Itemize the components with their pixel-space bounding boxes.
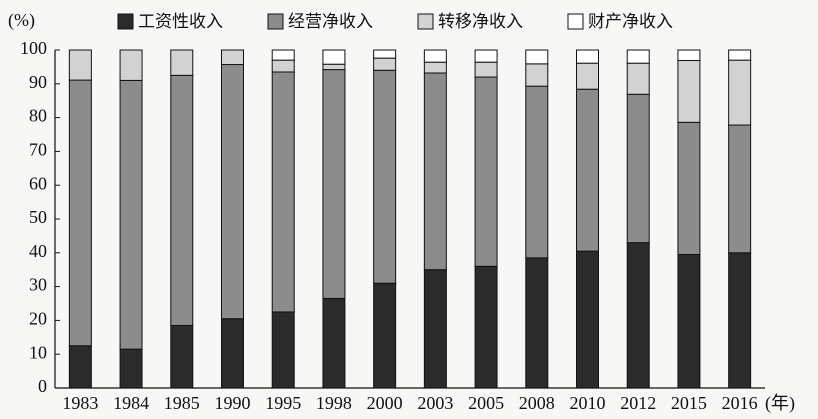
legend-text: 工资性收入: [138, 12, 223, 32]
x-tick-label: 2008: [519, 393, 555, 413]
x-tick-label: 2003: [417, 393, 453, 413]
x-tick-label: 1995: [265, 393, 301, 413]
y-tick-label: 0: [38, 376, 47, 396]
bar-segment: [373, 282, 397, 389]
y-tick-label: 70: [29, 140, 47, 160]
legend-text: 经营净收入: [288, 12, 373, 32]
bar-segment: [626, 49, 650, 64]
bar-segment: [119, 79, 143, 350]
bar-segment: [373, 49, 397, 59]
bar-segment: [626, 93, 650, 244]
x-tick-label: 1985: [164, 393, 200, 413]
x-tick-label: 2012: [620, 393, 656, 413]
bar-segment: [525, 63, 549, 87]
bar-segment: [271, 71, 295, 313]
bar-segment: [576, 49, 599, 64]
bar-segment: [423, 72, 447, 271]
bar-segment: [728, 59, 752, 126]
bar-segment: [423, 49, 447, 63]
bar-segment: [576, 62, 599, 90]
x-tick-label: 1984: [113, 393, 149, 413]
legend-swatch: [417, 13, 434, 30]
bar-segment: [677, 49, 701, 61]
x-tick-label: 2010: [570, 393, 606, 413]
bar-segment: [423, 269, 447, 389]
x-tick-label: 2000: [367, 393, 403, 413]
y-tick-label: 90: [29, 72, 47, 92]
x-tick-label: 1998: [316, 393, 352, 413]
legend-swatch: [267, 13, 284, 30]
y-tick-label: 50: [29, 207, 47, 227]
bar-segment: [322, 63, 346, 71]
x-tick-label: 2005: [468, 393, 504, 413]
legend-text: 转移净收入: [438, 12, 523, 32]
bar-segment: [626, 242, 650, 389]
bar-segment: [221, 64, 244, 320]
y-axis-label: (%): [8, 10, 35, 31]
bar-segment: [170, 74, 194, 326]
bar-segment: [576, 250, 599, 389]
y-tick-label: 30: [29, 275, 47, 295]
bar-segment: [322, 49, 346, 65]
bar-segment: [728, 124, 752, 254]
x-tick-label: 2015: [671, 393, 707, 413]
y-tick-label: 100: [20, 38, 47, 58]
bar-segment: [373, 69, 397, 284]
legend-swatch: [117, 13, 134, 30]
y-tick-label: 10: [29, 342, 47, 362]
bar-segment: [68, 345, 92, 389]
bar-segment: [221, 49, 244, 66]
bar-segment: [525, 257, 549, 389]
bar-segment: [68, 79, 92, 347]
legend-swatch: [567, 13, 584, 30]
bar-segment: [474, 61, 498, 78]
bar-segment: [728, 49, 752, 61]
bar-segment: [474, 49, 498, 63]
bar-segment: [170, 49, 194, 76]
bar-segment: [373, 57, 397, 71]
y-tick-label: 20: [29, 309, 47, 329]
x-tick-label: 1983: [62, 393, 98, 413]
bar-segment: [423, 61, 447, 74]
bar-segment: [626, 62, 650, 95]
bar-segment: [576, 88, 599, 252]
bar-segment: [271, 49, 295, 61]
bar-segment: [525, 85, 549, 259]
bar-segment: [322, 69, 346, 299]
x-tick-label: 1990: [215, 393, 251, 413]
bar-segment: [677, 121, 701, 255]
x-tick-label: 2016: [722, 393, 758, 413]
bar-segment: [271, 59, 295, 73]
bar-segment: [525, 49, 549, 65]
bar-segment: [677, 59, 701, 123]
bar-segment: [271, 311, 295, 389]
y-tick-label: 40: [29, 241, 47, 261]
bar-segment: [119, 348, 143, 389]
y-tick-label: 60: [29, 173, 47, 193]
bar-segment: [221, 318, 244, 389]
bar-segment: [474, 265, 498, 389]
x-axis-label: (年): [765, 393, 795, 414]
legend-text: 财产净收入: [588, 12, 673, 32]
bar-segment: [68, 49, 92, 81]
bar-segment: [474, 76, 498, 267]
y-tick-label: 80: [29, 106, 47, 126]
bar-segment: [322, 297, 346, 389]
bar-segment: [119, 49, 143, 81]
bar-segment: [170, 324, 194, 389]
bar-segment: [728, 252, 752, 389]
bar-segment: [677, 253, 701, 389]
